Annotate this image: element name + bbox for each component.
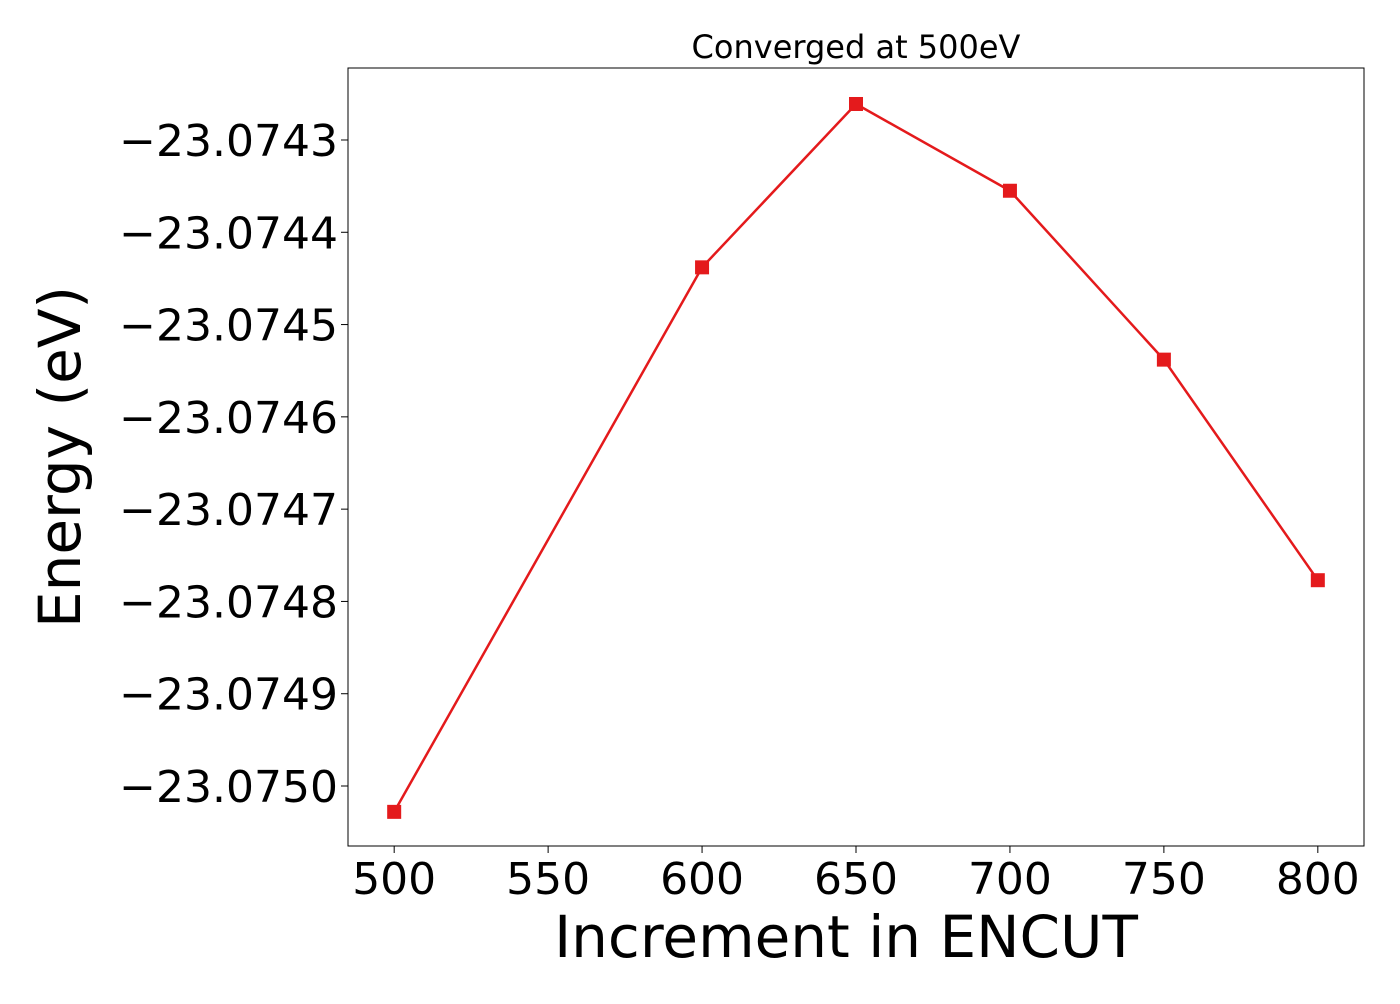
x-tick-label: 700 <box>968 854 1052 905</box>
y-axis-ticks: −23.0743 −23.0744 −23.0745 −23.0746 −23.0747… <box>119 116 348 813</box>
data-point-marker <box>1156 352 1171 367</box>
x-tick-label: 500 <box>352 854 436 905</box>
data-point-marker <box>1002 183 1017 198</box>
chart-title: Converged at 500eV <box>692 28 1021 66</box>
series-group <box>387 96 1325 819</box>
x-tick-label: 750 <box>1122 854 1206 905</box>
y-tick-label: −23.0743 <box>119 116 338 167</box>
y-tick-label: −23.0747 <box>119 485 338 536</box>
plot-area-frame <box>347 67 1365 847</box>
x-axis-ticks: 500 550 600 650 700 750 800 <box>352 846 1360 905</box>
y-tick-label: −23.0748 <box>119 577 338 628</box>
x-tick-label: 600 <box>660 854 744 905</box>
x-axis-label: Increment in ENCUT <box>554 903 1138 971</box>
y-tick-label: −23.0750 <box>119 762 338 813</box>
x-tick-label: 650 <box>814 854 898 905</box>
data-point-marker <box>849 96 863 111</box>
y-tick-label: −23.0744 <box>119 208 338 259</box>
y-tick-label: −23.0746 <box>119 393 338 444</box>
series-line <box>393 102 1319 813</box>
y-tick-label: −23.0745 <box>119 301 338 352</box>
x-tick-label: 800 <box>1276 854 1360 905</box>
data-point-marker <box>1310 573 1325 588</box>
x-tick-label: 550 <box>506 854 590 905</box>
data-point-marker <box>387 804 402 819</box>
y-tick-label: −23.0749 <box>119 670 338 721</box>
data-point-marker <box>695 260 710 275</box>
y-axis-label: Energy (eV) <box>26 286 94 628</box>
